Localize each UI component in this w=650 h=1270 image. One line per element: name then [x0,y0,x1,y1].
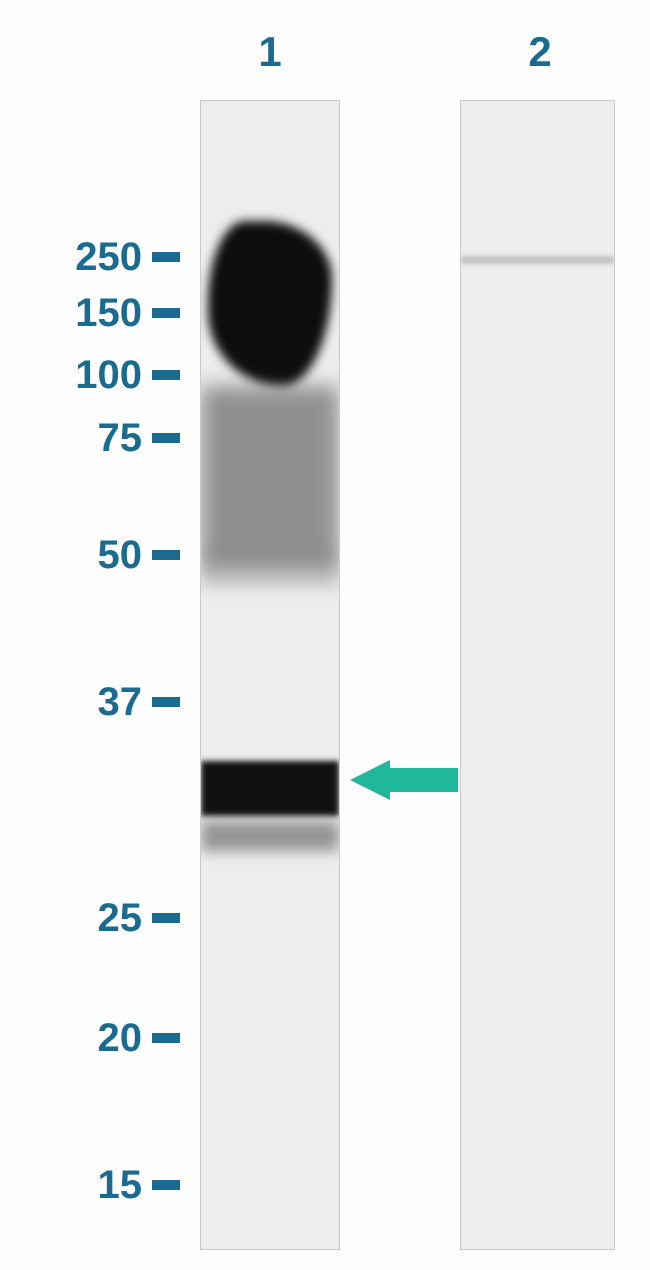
mw-label-150: 150 [75,293,142,333]
mw-label-text: 37 [98,680,143,724]
band-faint-50 [201,551,339,586]
lane-2-header-text: 2 [528,28,551,75]
mw-label-250: 250 [75,237,142,277]
mw-dash-150 [152,308,180,318]
mw-label-25: 25 [98,898,143,938]
arrow-head-icon [350,760,390,800]
mw-label-text: 75 [98,416,143,460]
mw-dash-100 [152,370,180,380]
mw-label-20: 20 [98,1018,143,1058]
mw-label-text: 100 [75,353,142,397]
mw-dash-250 [152,252,180,262]
mw-label-15: 15 [98,1165,143,1205]
mw-label-text: 150 [75,291,142,335]
arrow-tail [390,768,458,792]
mw-label-50: 50 [98,535,143,575]
mw-label-100: 100 [75,355,142,395]
mw-label-37: 37 [98,682,143,722]
lane-1 [200,100,340,1250]
mw-label-text: 15 [98,1163,143,1207]
mw-dash-37 [152,697,180,707]
band-target-30kda [201,761,339,816]
mw-label-text: 25 [98,896,143,940]
band-top-heavy [208,221,332,386]
target-arrow [350,760,458,800]
mw-dash-75 [152,433,180,443]
band-below-target [201,821,339,851]
band-faint-250 [461,256,614,264]
blot-figure: 1 2 250 150 100 75 50 37 25 20 15 [0,0,650,1270]
mw-label-text: 250 [75,235,142,279]
mw-label-text: 50 [98,533,143,577]
mw-dash-15 [152,1180,180,1190]
mw-dash-50 [152,550,180,560]
mw-dash-20 [152,1033,180,1043]
lane-1-header-text: 1 [258,28,281,75]
lane-2 [460,100,615,1250]
band-smear-upper [201,386,339,566]
lane-1-header: 1 [250,28,290,76]
mw-dash-25 [152,913,180,923]
lane-2-header: 2 [520,28,560,76]
mw-label-75: 75 [98,418,143,458]
mw-label-text: 20 [98,1016,143,1060]
